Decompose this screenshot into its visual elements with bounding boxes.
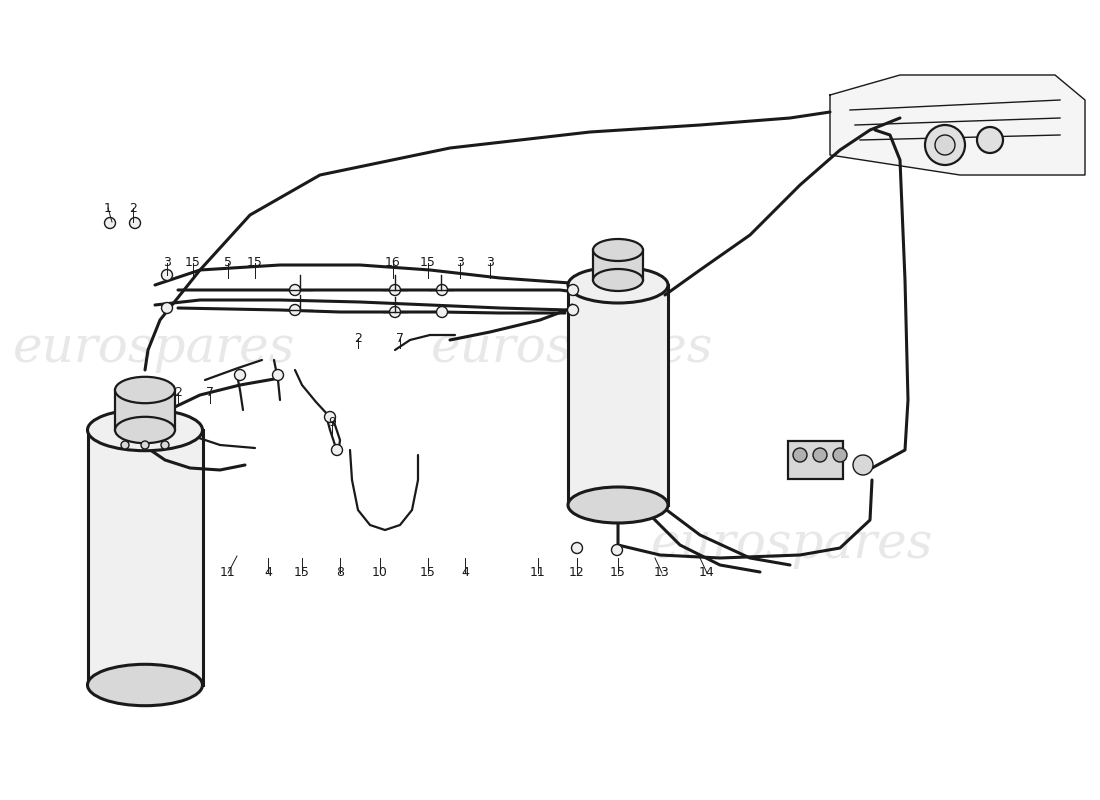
Ellipse shape xyxy=(116,417,175,443)
Bar xyxy=(788,441,843,479)
Ellipse shape xyxy=(568,487,668,523)
Text: 11: 11 xyxy=(220,566,235,579)
Text: 4: 4 xyxy=(461,566,469,579)
Text: 3: 3 xyxy=(486,257,494,270)
Ellipse shape xyxy=(116,377,175,403)
Circle shape xyxy=(162,270,173,281)
Ellipse shape xyxy=(88,664,202,706)
Text: 2: 2 xyxy=(129,202,136,214)
Text: 3: 3 xyxy=(456,257,464,270)
Text: 2: 2 xyxy=(174,386,182,399)
Bar xyxy=(116,390,175,430)
Circle shape xyxy=(389,306,400,318)
Polygon shape xyxy=(830,75,1085,175)
Circle shape xyxy=(437,285,448,295)
Circle shape xyxy=(572,542,583,554)
Circle shape xyxy=(568,305,579,315)
Text: 2: 2 xyxy=(354,331,362,345)
Circle shape xyxy=(437,306,448,318)
Text: 15: 15 xyxy=(294,566,310,579)
Circle shape xyxy=(852,455,873,475)
Circle shape xyxy=(162,302,173,314)
Text: eurospares: eurospares xyxy=(651,519,933,569)
Circle shape xyxy=(568,285,579,295)
Bar xyxy=(593,250,644,280)
Ellipse shape xyxy=(88,410,202,450)
Circle shape xyxy=(234,370,245,381)
Text: 16: 16 xyxy=(385,257,400,270)
Text: eurospares: eurospares xyxy=(431,323,713,373)
Bar xyxy=(88,430,202,685)
Circle shape xyxy=(813,448,827,462)
Circle shape xyxy=(273,370,284,381)
Text: 8: 8 xyxy=(336,566,344,579)
Text: 7: 7 xyxy=(206,386,214,399)
Ellipse shape xyxy=(593,239,644,261)
Text: 4: 4 xyxy=(264,566,272,579)
Circle shape xyxy=(612,545,623,555)
Text: 15: 15 xyxy=(420,566,436,579)
Text: 13: 13 xyxy=(654,566,670,579)
Circle shape xyxy=(977,127,1003,153)
Text: 15: 15 xyxy=(610,566,626,579)
Text: 15: 15 xyxy=(185,257,201,270)
Circle shape xyxy=(935,135,955,155)
Circle shape xyxy=(161,441,169,449)
Circle shape xyxy=(331,445,342,455)
Circle shape xyxy=(793,448,807,462)
Bar xyxy=(568,285,668,505)
Circle shape xyxy=(121,441,129,449)
Text: 11: 11 xyxy=(530,566,546,579)
Circle shape xyxy=(289,285,300,295)
Text: eurospares: eurospares xyxy=(13,323,295,373)
Text: 12: 12 xyxy=(569,566,585,579)
Text: 5: 5 xyxy=(224,257,232,270)
Circle shape xyxy=(104,218,116,229)
Text: 9: 9 xyxy=(328,417,336,430)
Circle shape xyxy=(324,411,336,422)
Text: 10: 10 xyxy=(372,566,388,579)
Text: 14: 14 xyxy=(700,566,715,579)
Text: 15: 15 xyxy=(248,257,263,270)
Circle shape xyxy=(833,448,847,462)
Circle shape xyxy=(925,125,965,165)
Text: 3: 3 xyxy=(163,257,170,270)
Circle shape xyxy=(389,285,400,295)
Text: 7: 7 xyxy=(396,331,404,345)
Ellipse shape xyxy=(593,269,644,291)
Text: 1: 1 xyxy=(104,202,112,214)
Circle shape xyxy=(289,305,300,315)
Circle shape xyxy=(141,441,149,449)
Ellipse shape xyxy=(568,267,668,303)
Circle shape xyxy=(130,218,141,229)
Text: 15: 15 xyxy=(420,257,436,270)
